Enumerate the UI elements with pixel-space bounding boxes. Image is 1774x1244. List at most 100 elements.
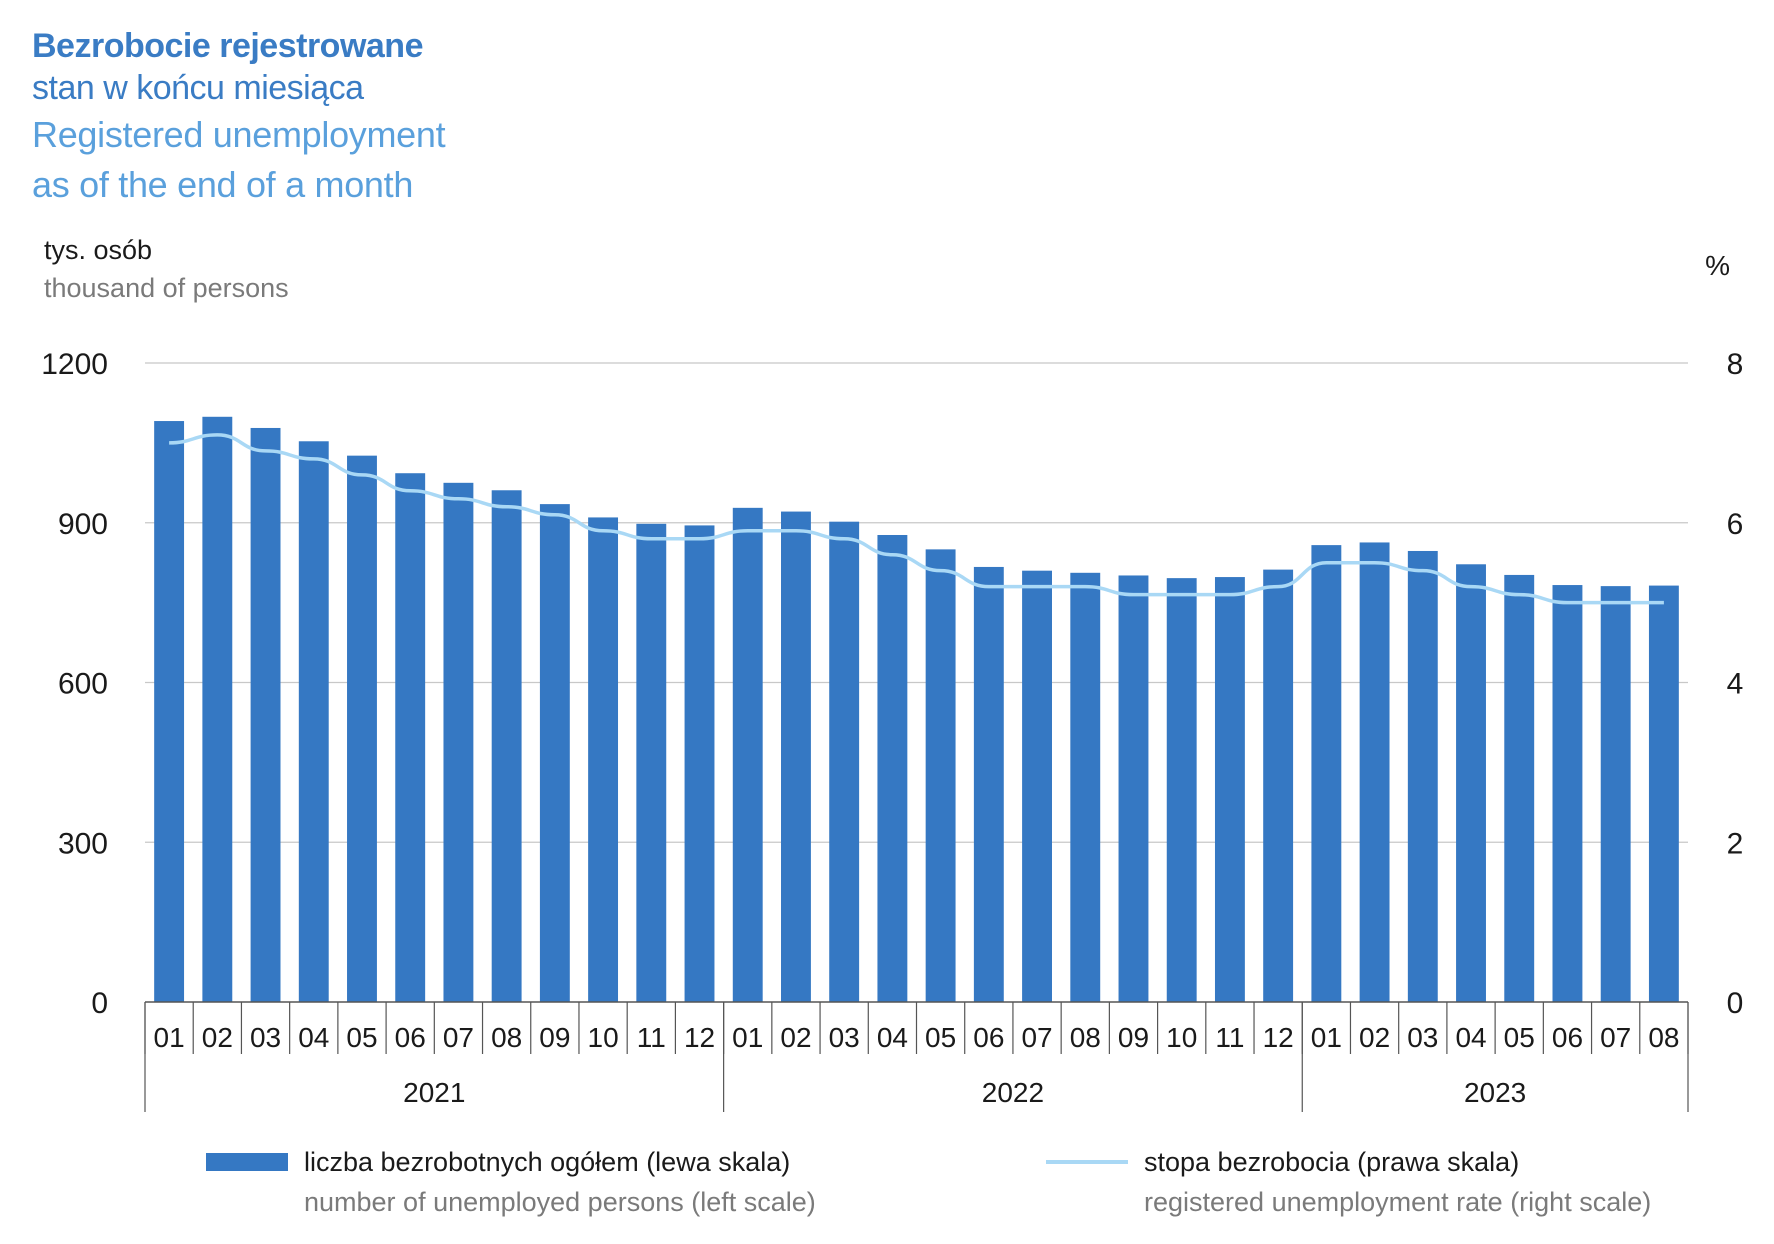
left-tick-label: 1200	[41, 348, 108, 381]
category-label: 05	[925, 1022, 956, 1053]
right-tick-label: 0	[1727, 987, 1744, 1020]
category-label: 08	[1070, 1022, 1101, 1053]
legend-line-label: stopa bezrobocia (prawa skala)	[1144, 1147, 1520, 1177]
category-label: 05	[346, 1022, 377, 1053]
bar	[1407, 550, 1438, 1002]
bar	[973, 566, 1004, 1002]
legend-line: stopa bezrobocia (prawa skala) registere…	[1046, 1142, 1651, 1222]
bar	[1504, 574, 1535, 1002]
year-label: 2023	[1464, 1077, 1526, 1108]
category-label: 11	[637, 1022, 666, 1053]
category-label: 01	[1311, 1022, 1342, 1053]
category-label: 10	[1166, 1022, 1197, 1053]
category-label: 08	[1648, 1022, 1679, 1053]
bar	[154, 421, 185, 1003]
bar	[539, 504, 570, 1002]
bar	[1118, 575, 1149, 1002]
category-label: 11	[1215, 1022, 1244, 1053]
category-label: 01	[154, 1022, 185, 1053]
left-tick-label: 900	[58, 508, 108, 541]
chart-title: Bezrobocie rejestrowane	[32, 27, 423, 65]
year-label: 2022	[982, 1077, 1044, 1108]
legend-bars-label: liczba bezrobotnych ogółem (lewa skala)	[304, 1147, 791, 1177]
chart-title-en: Registered unemployment	[32, 114, 446, 155]
line-series	[169, 433, 1664, 605]
category-label: 03	[1407, 1022, 1438, 1053]
bar	[1552, 585, 1583, 1002]
bar	[877, 534, 908, 1002]
bar	[443, 482, 474, 1002]
legend-line-label-en: registered unemployment rate (right scal…	[1144, 1187, 1652, 1217]
bar	[1022, 570, 1052, 1002]
left-tick-label: 0	[91, 987, 108, 1020]
bar	[684, 525, 715, 1002]
chart-subtitle-en: as of the end of a month	[32, 164, 414, 205]
bar	[1600, 586, 1631, 1002]
bar	[732, 507, 763, 1002]
unemployment-rate-line	[169, 433, 1664, 605]
bar	[1359, 542, 1390, 1002]
category-label: 07	[443, 1022, 474, 1053]
bar	[1070, 572, 1101, 1002]
category-label: 09	[1118, 1022, 1149, 1053]
category-label: 02	[780, 1022, 811, 1053]
bar	[347, 455, 377, 1002]
left-unit-en: thousand of persons	[44, 273, 289, 303]
bar	[1648, 585, 1679, 1002]
right-tick-label: 2	[1727, 827, 1744, 860]
bar	[1456, 564, 1486, 1002]
left-unit-pl: tys. osób	[44, 235, 153, 265]
category-label: 07	[1021, 1022, 1052, 1053]
bar	[491, 490, 522, 1002]
category-label: 12	[684, 1022, 715, 1053]
right-tick-label: 6	[1727, 508, 1744, 541]
category-label: 06	[973, 1022, 1004, 1053]
category-label: 05	[1504, 1022, 1535, 1053]
bar	[1214, 577, 1245, 1002]
year-label: 2021	[403, 1077, 465, 1108]
bar	[395, 473, 426, 1002]
category-label: 04	[1455, 1022, 1486, 1053]
category-label: 06	[395, 1022, 426, 1053]
category-label: 10	[588, 1022, 619, 1053]
bar-series	[154, 416, 1679, 1003]
right-tick-label: 8	[1727, 348, 1744, 381]
category-label: 04	[298, 1022, 329, 1053]
right-axis-ticks: 0 2 4 6 8	[1727, 348, 1744, 1020]
bar	[202, 416, 233, 1003]
legend-line-swatch	[1046, 1160, 1128, 1164]
category-label: 03	[250, 1022, 281, 1053]
legend-bars-label-en: number of unemployed persons (left scale…	[304, 1187, 816, 1217]
left-axis-unit: tys. osób thousand of persons	[44, 232, 289, 308]
category-label: 08	[491, 1022, 522, 1053]
category-label: 01	[732, 1022, 763, 1053]
category-label: 07	[1600, 1022, 1631, 1053]
x-axis-categories: 01 02 03 04 05 06 07 08 09 10 11 12 01 02 03 04 05 06 07 08…	[154, 1022, 1680, 1053]
category-label: 12	[1263, 1022, 1294, 1053]
legend-bar-swatch	[206, 1153, 288, 1171]
bar	[298, 441, 329, 1003]
bar	[925, 549, 956, 1002]
left-tick-label: 600	[58, 668, 108, 701]
bar	[250, 427, 281, 1003]
category-label: 06	[1552, 1022, 1583, 1053]
x-axis-year-groups: 2021 2022 2023	[403, 1077, 1526, 1108]
bar	[636, 523, 667, 1002]
category-label: 02	[202, 1022, 233, 1053]
right-axis-unit: %	[1705, 250, 1730, 281]
chart-subtitle: stan w końcu miesiąca	[32, 69, 364, 107]
legend-bars: liczba bezrobotnych ogółem (lewa skala) …	[206, 1142, 816, 1222]
bar	[829, 521, 860, 1002]
bar	[1263, 569, 1294, 1002]
axes	[144, 1001, 1689, 1112]
left-tick-label: 300	[58, 827, 108, 860]
bar	[1166, 578, 1197, 1002]
category-label: 03	[829, 1022, 860, 1053]
left-axis-ticks: 0 300 600 900 1200	[41, 348, 108, 1020]
bar	[781, 511, 811, 1002]
category-label: 09	[539, 1022, 570, 1053]
category-label: 02	[1359, 1022, 1390, 1053]
right-tick-label: 4	[1727, 668, 1744, 701]
bar	[1311, 545, 1342, 1002]
